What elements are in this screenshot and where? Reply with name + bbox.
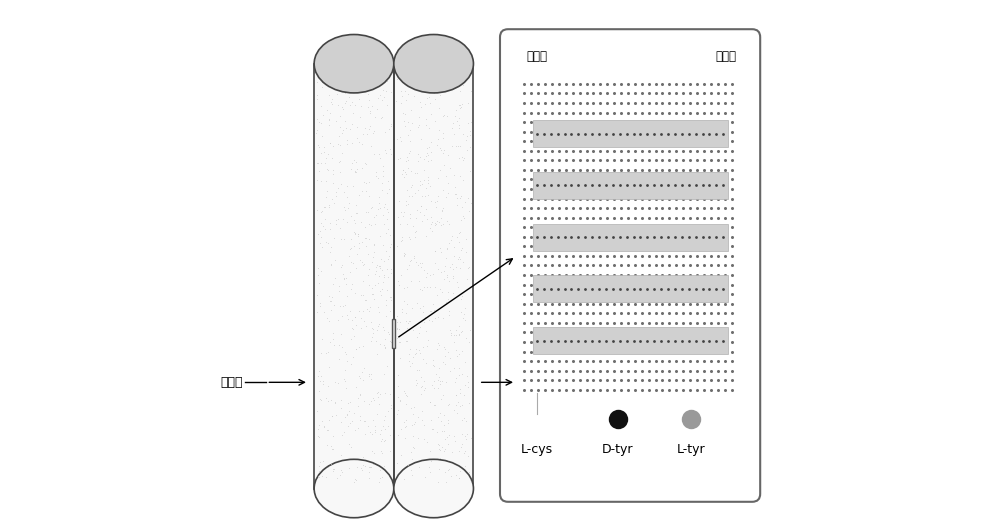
Ellipse shape xyxy=(314,459,394,518)
Polygon shape xyxy=(314,64,394,489)
Polygon shape xyxy=(392,319,395,348)
Bar xyxy=(533,327,728,354)
Ellipse shape xyxy=(314,35,394,93)
Text: 进样池: 进样池 xyxy=(220,376,242,389)
Text: 分离池: 分离池 xyxy=(521,376,544,389)
Text: D-tyr: D-tyr xyxy=(602,443,634,456)
FancyBboxPatch shape xyxy=(500,29,760,502)
Text: L-tyr: L-tyr xyxy=(677,443,705,456)
Text: 进样池: 进样池 xyxy=(527,50,548,63)
Bar xyxy=(533,172,728,199)
Ellipse shape xyxy=(394,35,473,93)
Polygon shape xyxy=(394,64,473,489)
Text: L-cys: L-cys xyxy=(521,443,553,456)
Ellipse shape xyxy=(394,459,473,518)
Bar xyxy=(533,120,728,147)
Bar xyxy=(533,224,728,251)
Bar xyxy=(533,276,728,302)
Text: 分离池: 分离池 xyxy=(715,50,736,63)
